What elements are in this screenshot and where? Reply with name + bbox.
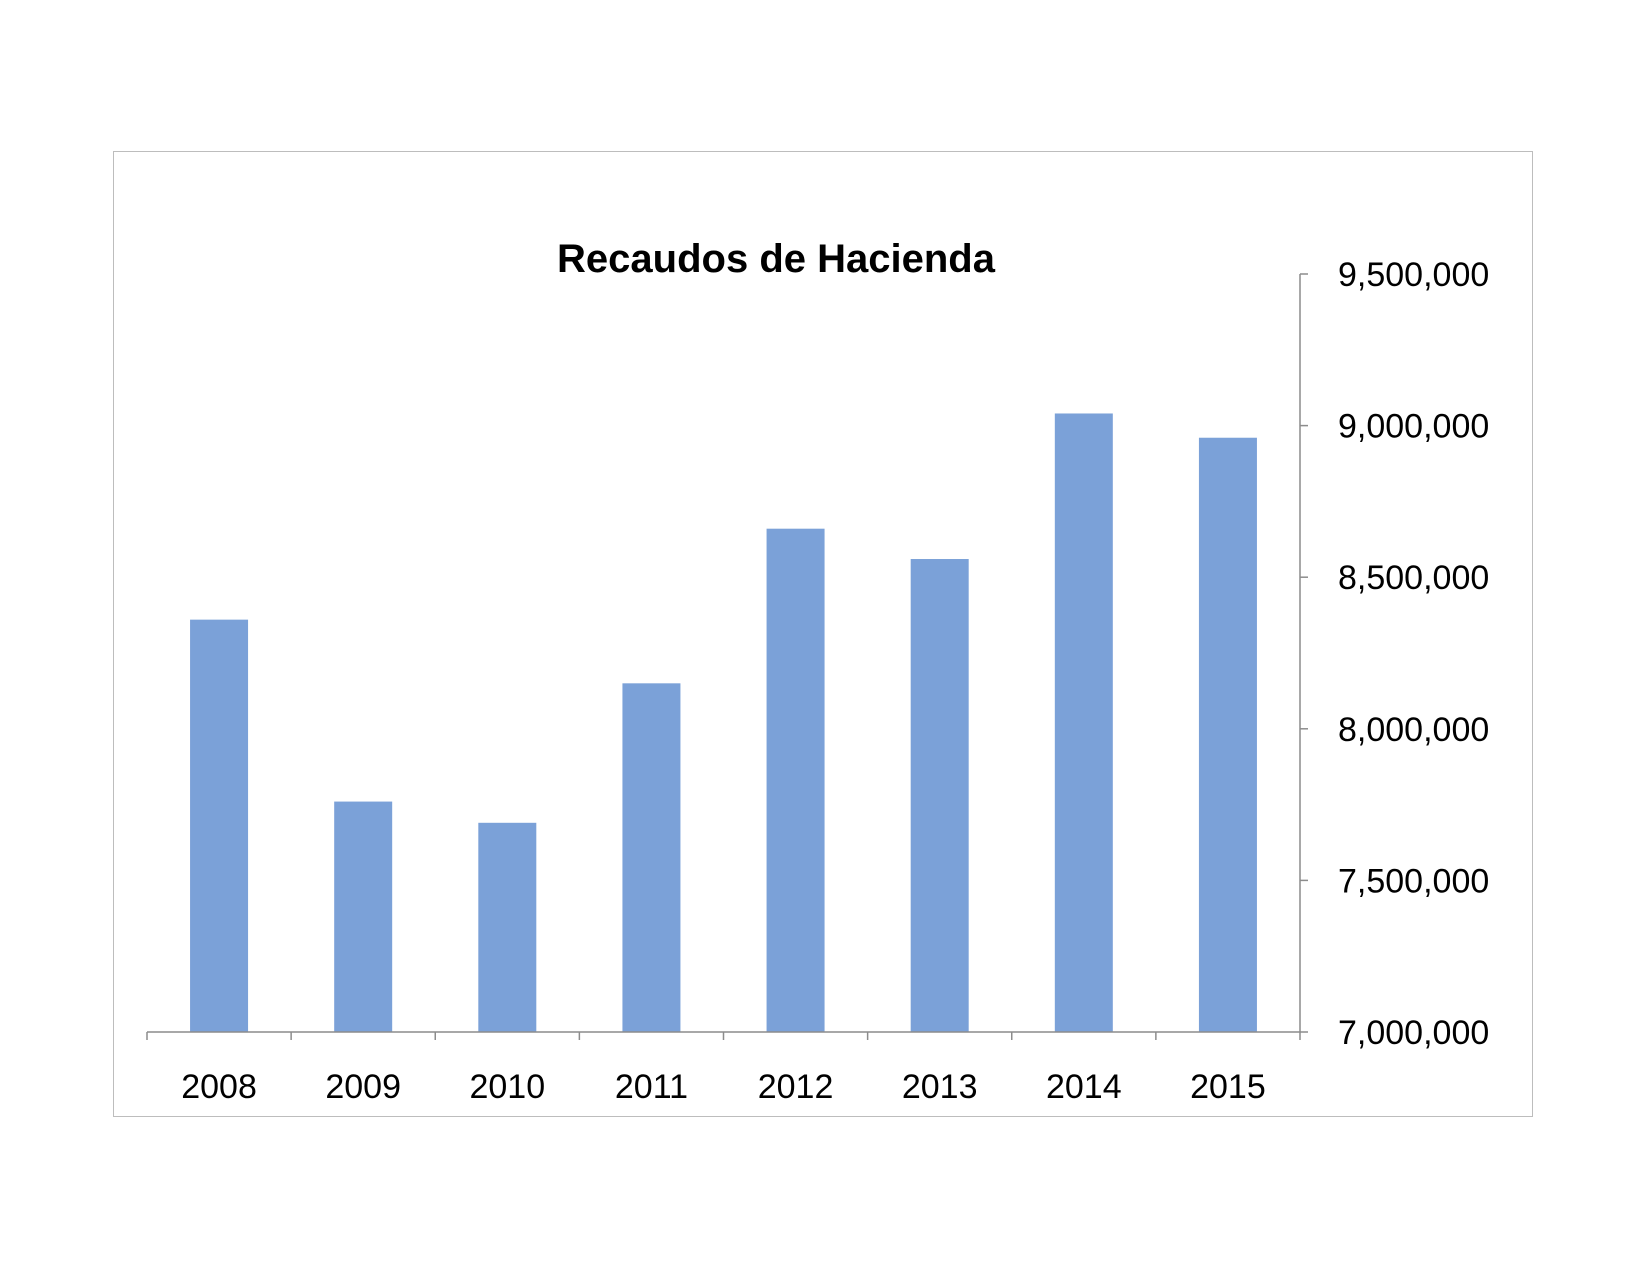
- bar-2009: [334, 801, 393, 1032]
- chart-title: Recaudos de Hacienda: [557, 237, 996, 281]
- bar-2011: [622, 683, 681, 1032]
- x-tick-label: 2012: [758, 1068, 834, 1106]
- bar-2010: [478, 822, 537, 1032]
- x-tick-label: 2009: [325, 1068, 401, 1106]
- x-tick-label: 2010: [469, 1068, 545, 1106]
- bar-2013: [910, 559, 969, 1032]
- y-tick-label: 8,500,000: [1338, 559, 1489, 597]
- bar-2012: [766, 528, 825, 1032]
- y-tick-label: 7,500,000: [1338, 862, 1489, 900]
- axes-group: [146, 273, 1308, 1040]
- x-tick-label: 2015: [1190, 1068, 1266, 1106]
- bar-2014: [1054, 413, 1113, 1032]
- bar-2008: [190, 619, 249, 1032]
- y-tick-label: 9,000,000: [1338, 408, 1489, 446]
- x-tick-label: 2013: [902, 1068, 978, 1106]
- y-tick-label: 7,000,000: [1338, 1014, 1489, 1052]
- bar-2015: [1198, 437, 1257, 1032]
- x-tick-labels: 2008 2009 2010 2011 2012 2013 2014 2015: [181, 1068, 1266, 1106]
- bars-group: [190, 413, 1257, 1032]
- x-tick-label: 2014: [1046, 1068, 1122, 1106]
- y-tick-label: 8,000,000: [1338, 711, 1489, 749]
- x-tick-label: 2011: [615, 1068, 688, 1106]
- y-tick-labels: 7,000,000 7,500,000 8,000,000 8,500,000 9,00…: [1338, 256, 1489, 1052]
- x-tick-label: 2008: [181, 1068, 257, 1106]
- y-tick-label: 9,500,000: [1338, 256, 1489, 294]
